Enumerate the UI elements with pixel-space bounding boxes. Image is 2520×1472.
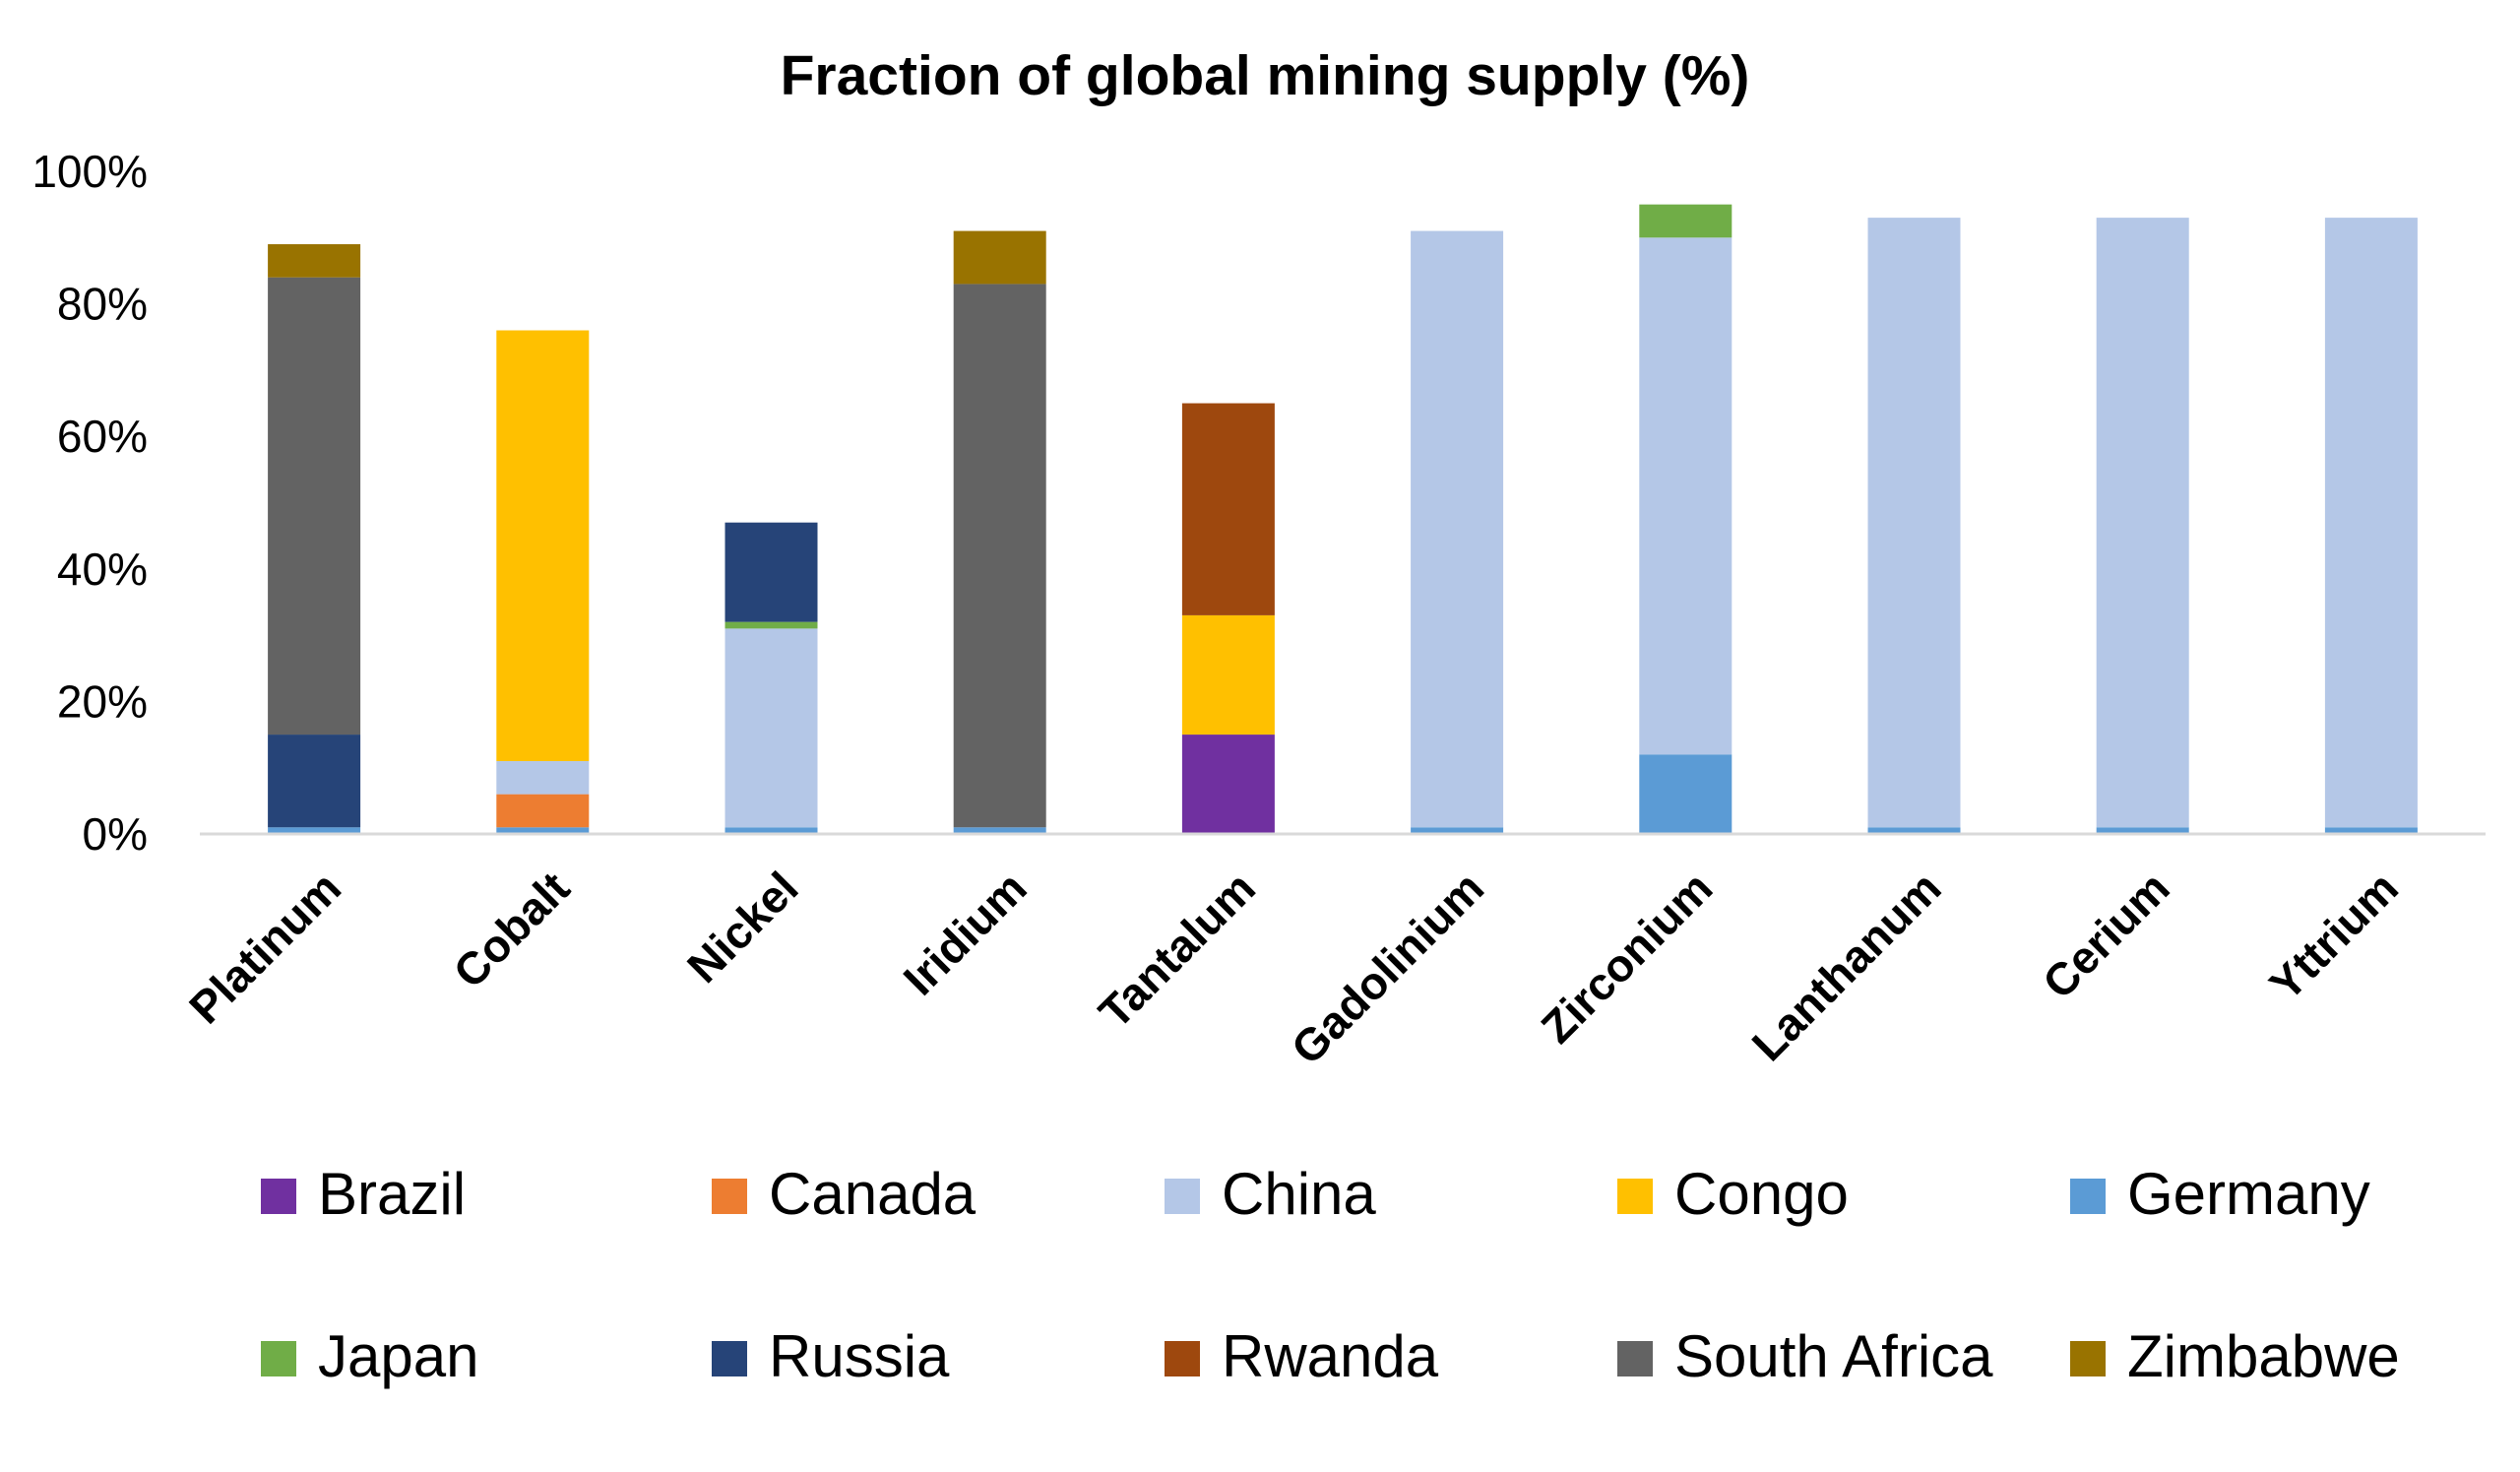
legend-swatch	[1617, 1341, 1653, 1376]
bar-stack-yttrium	[2324, 218, 2418, 834]
legend-swatch	[1165, 1341, 1200, 1376]
bar-lanthanum-germany	[1867, 827, 1961, 834]
bar-tantalum-brazil	[1181, 735, 1275, 834]
y-tick-label: 80%	[57, 279, 148, 330]
legend-item-congo: Congo	[1617, 1161, 1849, 1227]
bar-cerium-china	[2096, 218, 2189, 828]
bar-nickel-russia	[724, 522, 818, 622]
bar-stack-iridium	[953, 230, 1046, 834]
bar-cobalt-germany	[496, 827, 590, 834]
legend-item-russia: Russia	[712, 1323, 950, 1389]
bar-iridium-zimbabwe	[953, 230, 1046, 285]
y-tick-label: 60%	[57, 411, 148, 462]
bar-stack-lanthanum	[1867, 218, 1961, 834]
legend-item-south-africa: South Africa	[1617, 1323, 1993, 1389]
bar-cobalt-china	[496, 760, 590, 795]
legend-item-zimbabwe: Zimbabwe	[2070, 1323, 2400, 1389]
legend-swatch	[2070, 1341, 2106, 1376]
bar-cerium-germany	[2096, 827, 2189, 834]
bar-platinum-zimbabwe	[268, 244, 361, 278]
bar-iridium-germany	[953, 827, 1046, 834]
legend-label: Congo	[1674, 1161, 1849, 1227]
legend-label: Zimbabwe	[2127, 1323, 2400, 1389]
bar-cobalt-canada	[496, 794, 590, 828]
legend-swatch	[261, 1179, 296, 1214]
legend-label: Rwanda	[1222, 1323, 1439, 1389]
bar-nickel-china	[724, 628, 818, 828]
bar-stack-zirconium	[1639, 204, 1732, 834]
bar-nickel-germany	[724, 827, 818, 834]
legend-swatch	[1617, 1179, 1653, 1214]
bar-yttrium-germany	[2324, 827, 2418, 834]
legend-item-brazil: Brazil	[261, 1161, 466, 1227]
legend-swatch	[712, 1179, 747, 1214]
legend-item-canada: Canada	[712, 1161, 976, 1227]
bar-cobalt-congo	[496, 330, 590, 761]
y-tick-label: 40%	[57, 544, 148, 595]
bar-yttrium-china	[2324, 218, 2418, 828]
y-tick-label: 20%	[57, 675, 148, 727]
y-axis: 0% 20% 40% 60% 80% 100%	[32, 146, 148, 860]
bar-platinum-south-africa	[268, 277, 361, 736]
legend-label: South Africa	[1674, 1323, 1993, 1389]
bar-stack-nickel	[724, 522, 818, 834]
y-tick-label: 0%	[83, 808, 148, 860]
bar-gadolinium-germany	[1411, 827, 1504, 834]
legend-item-japan: Japan	[261, 1323, 478, 1389]
bar-iridium-south-africa	[953, 284, 1046, 828]
legend-swatch	[261, 1341, 296, 1376]
bar-stack-platinum	[268, 244, 361, 834]
legend-label: Canada	[769, 1161, 976, 1227]
legend-label: Japan	[318, 1323, 478, 1389]
bar-stack-gadolinium	[1411, 230, 1504, 834]
bar-lanthanum-china	[1867, 218, 1961, 828]
legend-item-germany: Germany	[2070, 1161, 2370, 1227]
bar-tantalum-rwanda	[1181, 403, 1275, 615]
bar-stack-cerium	[2096, 218, 2189, 834]
bar-zirconium-germany	[1639, 754, 1732, 834]
bar-platinum-germany	[268, 827, 361, 834]
bar-gadolinium-china	[1411, 230, 1504, 828]
legend-item-china: China	[1165, 1161, 1376, 1227]
legend-item-rwanda: Rwanda	[1165, 1323, 1439, 1389]
bar-nickel-japan	[724, 621, 818, 629]
bar-platinum-russia	[268, 735, 361, 828]
legend-swatch	[712, 1341, 747, 1376]
legend-label: Brazil	[318, 1161, 466, 1227]
legend-swatch	[1165, 1179, 1200, 1214]
bar-zirconium-china	[1639, 237, 1732, 755]
legend: Brazil Canada China Congo Germany Japan Russia…	[261, 1161, 2400, 1389]
legend-label: China	[1222, 1161, 1376, 1227]
bar-zirconium-japan	[1639, 204, 1732, 238]
legend-label: Russia	[769, 1323, 950, 1389]
bar-stack-cobalt	[496, 330, 590, 834]
legend-label: Germany	[2127, 1161, 2370, 1227]
bar-stack-tantalum	[1181, 403, 1275, 834]
bars	[268, 204, 2418, 834]
y-tick-label: 100%	[32, 146, 148, 197]
bar-tantalum-congo	[1181, 614, 1275, 736]
chart-title: Fraction of global mining supply (%)	[781, 44, 1750, 107]
legend-swatch	[2070, 1179, 2106, 1214]
